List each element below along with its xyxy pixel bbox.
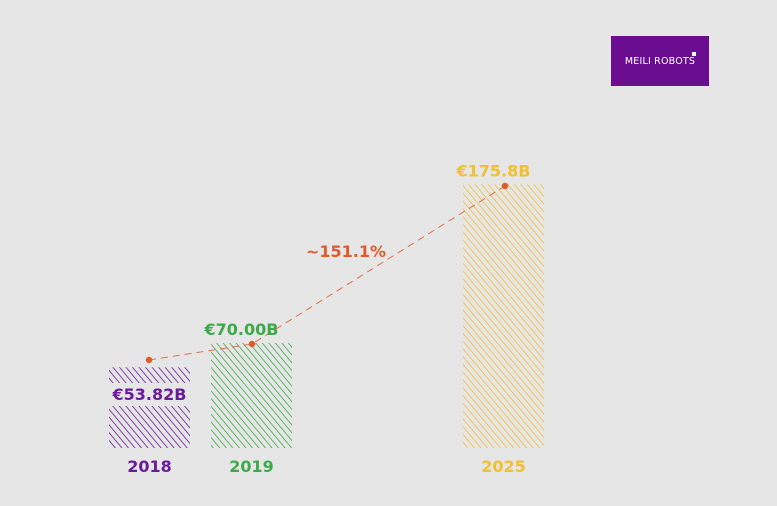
growth-trend-line xyxy=(148,185,506,361)
x-tick-label-2025: 2025 xyxy=(481,457,526,476)
growth-trend-layer xyxy=(145,182,509,364)
x-tick-label-2018: 2018 xyxy=(127,457,172,476)
bar-2025 xyxy=(463,184,544,449)
value-label-background xyxy=(109,383,190,406)
bar-2019 xyxy=(211,343,292,448)
trend-point-2019 xyxy=(248,340,256,348)
value-label-2018: €53.82B xyxy=(112,385,187,404)
logo-text: MEILI ROBOTS xyxy=(624,55,696,67)
value-label-2019: €70.00B xyxy=(204,320,279,339)
logo-square-icon xyxy=(692,52,696,56)
bar-2018 xyxy=(109,367,190,448)
x-tick-label-2019: 2019 xyxy=(229,457,274,476)
trend-point-2025 xyxy=(501,182,509,190)
labels-layer: 2018 2019 2025 €53.82B €70.00B €175.8B ~151.1% xyxy=(109,161,530,476)
growth-percentage-label: ~151.1% xyxy=(306,242,386,261)
value-label-2025: €175.8B xyxy=(456,161,531,180)
trend-point-2018 xyxy=(145,356,153,364)
meili-robots-logo: MEILI ROBOTS xyxy=(611,36,709,86)
bars-layer xyxy=(109,184,544,449)
